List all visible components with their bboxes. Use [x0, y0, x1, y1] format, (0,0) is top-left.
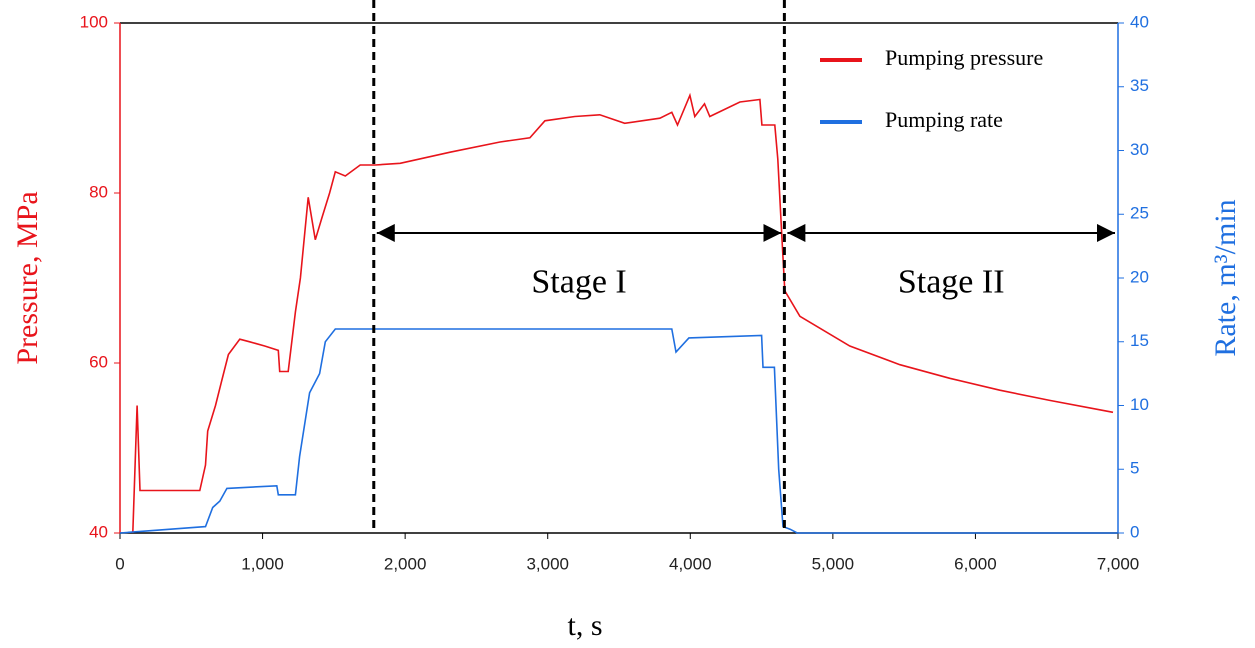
legend-label: Pumping pressure: [885, 45, 1043, 70]
y2-tick-label: 5: [1130, 459, 1139, 478]
y2-tick-label: 30: [1130, 140, 1149, 159]
y-tick-label: 60: [89, 352, 108, 371]
data-line: [119, 328, 1118, 534]
x-axis-label: t, s: [567, 609, 602, 642]
x-tick-label: 3,000: [526, 554, 569, 573]
stage-label: Stage I: [531, 264, 626, 301]
y2-tick-label: 40: [1130, 12, 1149, 31]
x-tick-label: 2,000: [384, 554, 427, 573]
y2-tick-label: 0: [1130, 522, 1139, 541]
x-tick-label: 4,000: [669, 554, 712, 573]
x-tick-label: 6,000: [954, 554, 997, 573]
y-tick-label: 100: [80, 12, 108, 31]
legend-label: Pumping rate: [885, 107, 1003, 132]
y2-tick-label: 25: [1130, 204, 1149, 223]
y-tick-label: 80: [89, 182, 108, 201]
y2-axis-label: Rate, m³/min: [1209, 199, 1242, 356]
x-tick-label: 0: [115, 554, 124, 573]
x-tick-label: 5,000: [812, 554, 855, 573]
y2-tick-label: 15: [1130, 331, 1149, 350]
x-tick-label: 7,000: [1097, 554, 1140, 573]
y-axis-label: Pressure, MPa: [11, 191, 44, 364]
y2-tick-label: 10: [1130, 395, 1149, 414]
y2-tick-label: 20: [1130, 267, 1149, 286]
x-tick-label: 1,000: [241, 554, 284, 573]
data-line: [132, 92, 1114, 534]
y-tick-label: 40: [89, 522, 108, 541]
stage-label: Stage II: [898, 264, 1005, 301]
y2-tick-label: 35: [1130, 76, 1149, 95]
